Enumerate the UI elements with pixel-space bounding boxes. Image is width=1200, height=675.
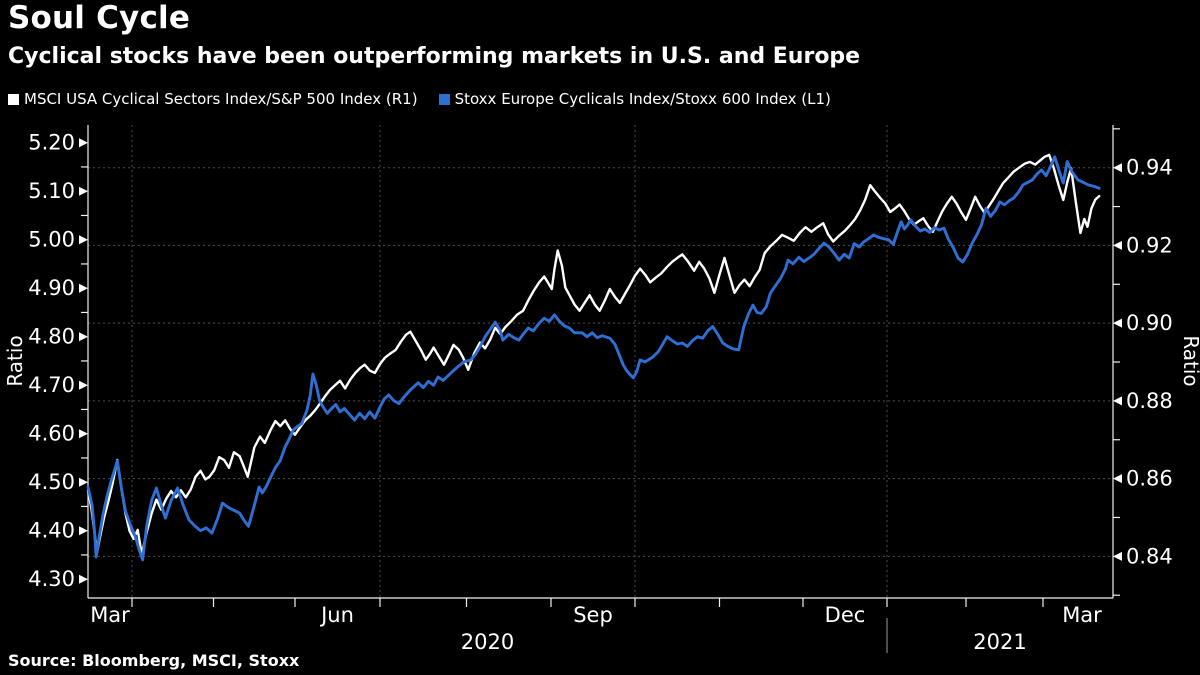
series-line-stoxx bbox=[86, 155, 1101, 562]
left-tick-label: 4.80 bbox=[28, 325, 75, 349]
right-tick-arrow-icon bbox=[1113, 551, 1122, 561]
legend: MSCI USA Cyclical Sectors Index/S&P 500 … bbox=[8, 90, 852, 108]
right-axis-title: Ratio bbox=[1179, 335, 1200, 386]
left-tick-arrow-icon bbox=[79, 138, 88, 148]
left-axis-title: Ratio bbox=[3, 335, 27, 386]
x-month-label: Sep bbox=[573, 603, 613, 627]
x-month-label: Mar bbox=[90, 603, 130, 627]
left-tick-arrow-icon bbox=[79, 283, 88, 293]
right-tick-label: 0.90 bbox=[1126, 311, 1173, 335]
left-tick-label: 4.50 bbox=[28, 470, 75, 494]
left-tick-label: 5.10 bbox=[28, 179, 75, 203]
right-tick-label: 0.92 bbox=[1126, 233, 1173, 257]
right-axis: 0.84 0.86 0.88 0.90 0.92 0.94 bbox=[1113, 128, 1173, 596]
left-tick-arrow-icon bbox=[79, 380, 88, 390]
x-month-label: Jun bbox=[319, 603, 354, 627]
right-tick-arrow-icon bbox=[1113, 240, 1122, 250]
right-tick-label: 0.86 bbox=[1126, 467, 1173, 491]
gridlines bbox=[88, 125, 1113, 598]
legend-item-stoxx: Stoxx Europe Cyclicals Index/Stoxx 600 I… bbox=[438, 90, 831, 108]
left-tick-label: 4.60 bbox=[28, 422, 75, 446]
left-tick-label: 4.90 bbox=[28, 276, 75, 300]
left-tick-arrow-icon bbox=[79, 429, 88, 439]
legend-label-stoxx: Stoxx Europe Cyclicals Index/Stoxx 600 I… bbox=[454, 90, 831, 108]
x-axis: Mar Jun Sep Dec Mar 2020 2021 bbox=[90, 598, 1102, 654]
legend-item-msci: MSCI USA Cyclical Sectors Index/S&P 500 … bbox=[8, 90, 418, 108]
left-tick-label: 4.70 bbox=[28, 373, 75, 397]
right-tick-arrow-icon bbox=[1113, 474, 1122, 484]
left-tick-arrow-icon bbox=[79, 526, 88, 536]
legend-label-msci: MSCI USA Cyclical Sectors Index/S&P 500 … bbox=[24, 90, 418, 108]
x-year-label: 2020 bbox=[461, 630, 514, 654]
right-tick-arrow-icon bbox=[1113, 163, 1122, 173]
x-year-label: 2021 bbox=[973, 630, 1026, 654]
left-tick-arrow-icon bbox=[79, 477, 88, 487]
page-title: Soul Cycle bbox=[8, 0, 191, 36]
source-line: Source: Bloomberg, MSCI, Stoxx bbox=[8, 651, 300, 670]
legend-swatch-msci-icon bbox=[8, 93, 19, 105]
x-month-label: Dec bbox=[825, 603, 866, 627]
series-line-msci-spx bbox=[86, 153, 1101, 556]
right-tick-arrow-icon bbox=[1113, 318, 1122, 328]
left-tick-label: 5.20 bbox=[28, 131, 75, 155]
right-tick-label: 0.84 bbox=[1126, 544, 1173, 568]
left-tick-label: 4.30 bbox=[28, 567, 75, 591]
left-tick-arrow-icon bbox=[79, 235, 88, 245]
legend-swatch-stoxx-icon bbox=[438, 93, 450, 105]
left-tick-arrow-icon bbox=[79, 574, 88, 584]
right-tick-label: 0.94 bbox=[1126, 156, 1173, 180]
x-month-label: Mar bbox=[1062, 603, 1102, 627]
left-tick-label: 4.40 bbox=[28, 519, 75, 543]
left-tick-label: 5.00 bbox=[28, 228, 75, 252]
left-axis: 4.30 4.40 4.50 4.60 4.70 4.80 4.90 5.00 5.10 5.20 bbox=[28, 131, 88, 591]
page-subtitle: Cyclical stocks have been outperforming … bbox=[8, 44, 861, 69]
left-tick-arrow-icon bbox=[79, 332, 88, 342]
right-tick-label: 0.88 bbox=[1126, 389, 1173, 413]
left-tick-arrow-icon bbox=[79, 186, 88, 196]
axis-frame bbox=[87, 125, 1114, 599]
right-tick-arrow-icon bbox=[1113, 396, 1122, 406]
